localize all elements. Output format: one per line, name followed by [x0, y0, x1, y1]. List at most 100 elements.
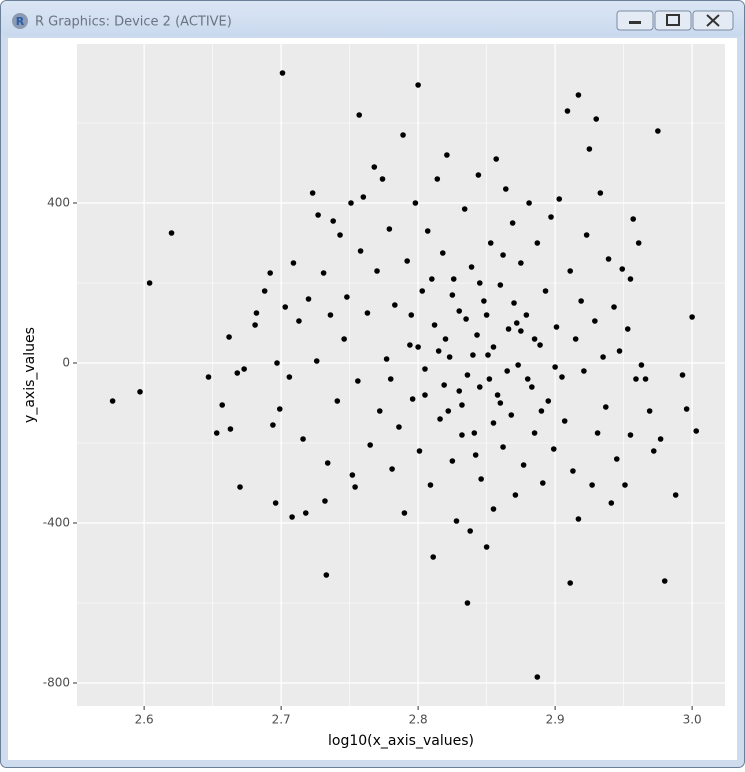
point — [437, 416, 443, 422]
point — [581, 368, 587, 374]
point — [459, 402, 465, 408]
point — [464, 600, 471, 606]
point — [633, 376, 639, 382]
y-tick-label: -400 — [43, 516, 70, 530]
point — [360, 194, 367, 200]
point — [487, 240, 494, 246]
point — [504, 368, 510, 374]
point — [456, 388, 463, 394]
point — [511, 300, 517, 306]
point — [349, 472, 356, 478]
point — [324, 460, 331, 466]
point — [441, 382, 447, 388]
point — [531, 430, 538, 436]
point — [137, 389, 143, 395]
point — [564, 108, 571, 114]
point — [357, 248, 364, 254]
point — [518, 260, 524, 266]
point — [422, 392, 428, 398]
point — [520, 462, 527, 468]
close-icon — [706, 14, 720, 27]
point — [322, 498, 328, 504]
point — [227, 426, 234, 432]
point — [592, 318, 598, 324]
point — [272, 500, 279, 506]
point — [483, 312, 490, 318]
point — [226, 334, 232, 340]
point — [168, 230, 175, 236]
point — [505, 326, 512, 332]
point — [518, 328, 524, 334]
point — [672, 492, 679, 498]
point — [274, 360, 280, 366]
points — [109, 70, 700, 680]
point — [409, 396, 416, 402]
point — [512, 492, 519, 498]
point — [450, 276, 457, 282]
point — [356, 112, 363, 118]
point — [261, 288, 268, 294]
point — [497, 282, 504, 288]
point — [282, 304, 289, 310]
point — [513, 320, 520, 326]
point — [509, 220, 516, 226]
point — [270, 422, 276, 428]
point — [419, 288, 426, 294]
point — [371, 164, 378, 170]
x-tick-label: 2.8 — [409, 713, 428, 727]
point — [468, 264, 475, 270]
point — [583, 232, 590, 238]
point — [401, 510, 408, 516]
point — [313, 358, 320, 364]
point — [205, 374, 212, 380]
point — [608, 500, 615, 506]
point — [392, 302, 398, 308]
point — [545, 398, 552, 404]
point — [334, 398, 341, 404]
title-bar — [1, 1, 744, 37]
point — [320, 270, 327, 276]
point — [559, 374, 565, 380]
point — [415, 82, 421, 88]
point — [453, 518, 460, 524]
point — [427, 482, 434, 488]
point — [689, 314, 695, 320]
point — [286, 374, 293, 380]
point — [449, 292, 456, 298]
point — [327, 312, 334, 318]
point — [500, 444, 506, 450]
point — [279, 70, 286, 76]
point — [472, 452, 479, 458]
point — [252, 322, 258, 328]
point — [490, 344, 497, 350]
x-tick-label: 2.7 — [272, 713, 291, 727]
point — [352, 484, 358, 490]
point — [575, 92, 582, 98]
point — [315, 212, 321, 218]
point — [603, 404, 609, 410]
point — [515, 362, 521, 368]
point — [483, 544, 490, 550]
point — [508, 412, 515, 418]
point — [561, 418, 568, 424]
point — [416, 448, 423, 454]
point — [296, 318, 302, 324]
point — [552, 364, 558, 370]
point — [627, 276, 634, 282]
y-tick-label: 400 — [47, 196, 70, 210]
point — [655, 128, 661, 134]
point — [435, 348, 442, 354]
point — [475, 172, 482, 178]
point — [276, 406, 283, 412]
point — [524, 376, 531, 382]
minimize-button[interactable] — [616, 10, 654, 31]
point — [341, 336, 347, 342]
point — [497, 400, 504, 406]
maximize-button[interactable] — [654, 10, 692, 31]
point — [434, 176, 441, 182]
point — [490, 506, 497, 512]
plot-panel — [77, 44, 725, 706]
x-tick-label: 3.0 — [683, 713, 702, 727]
point — [302, 510, 309, 516]
